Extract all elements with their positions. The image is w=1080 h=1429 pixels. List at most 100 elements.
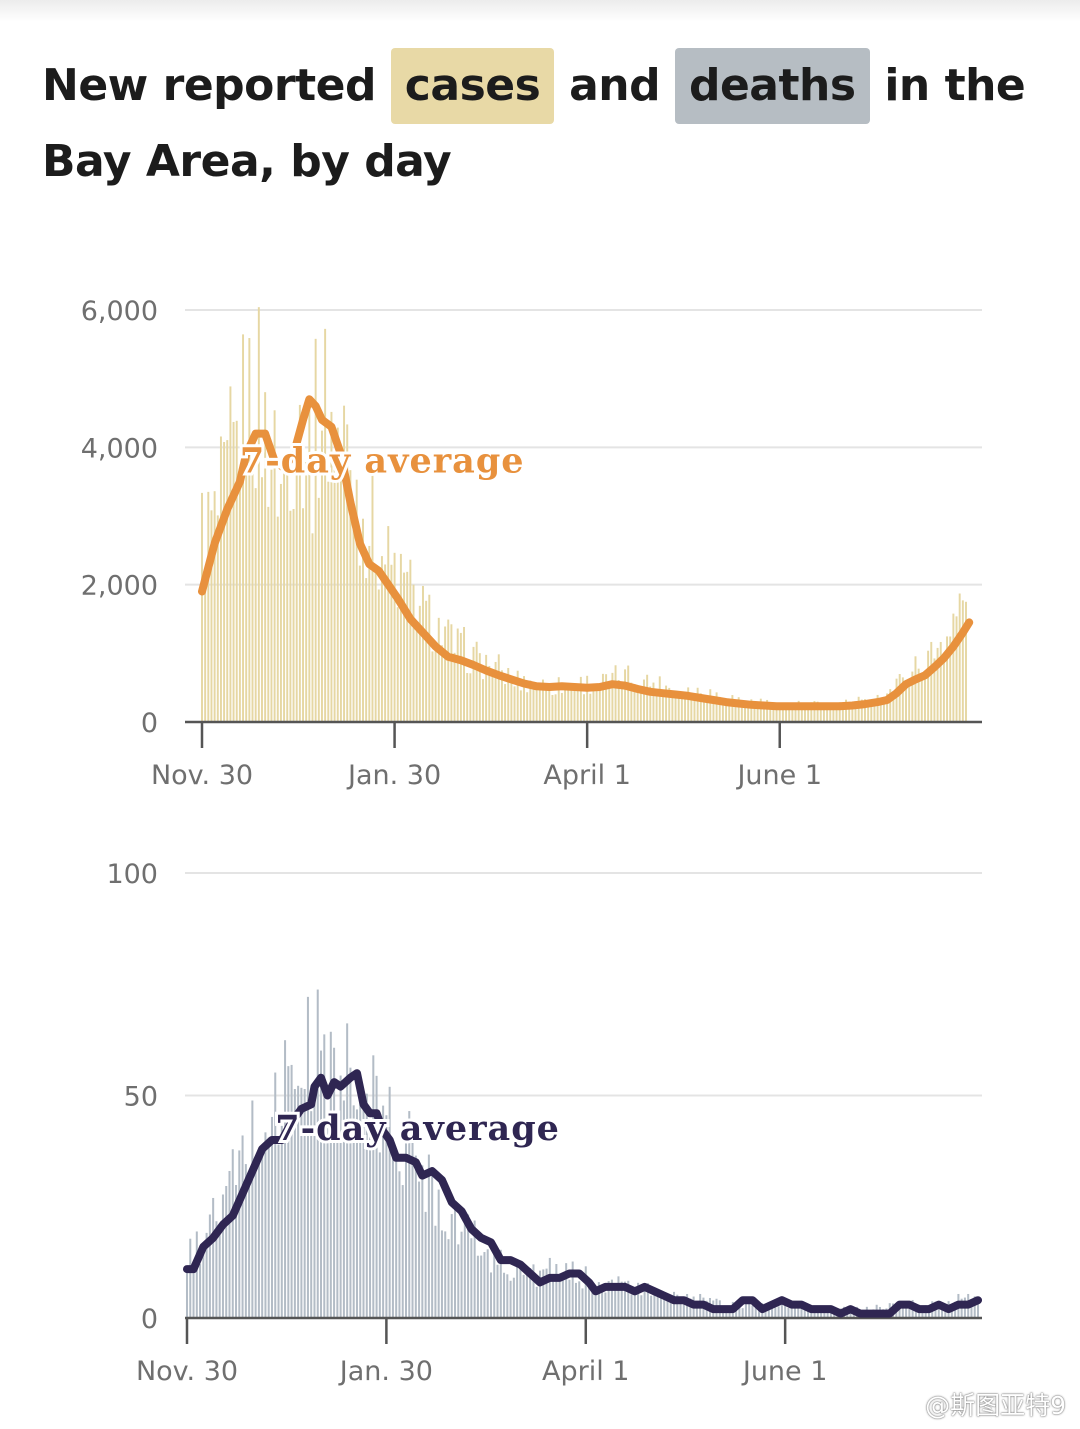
deaths-daily-bar [565,1263,568,1318]
cases-daily-bar [882,700,885,722]
deaths-daily-bars [185,989,980,1318]
cases-daily-bar [860,699,863,722]
cases-daily-bar [564,684,567,722]
deaths-daily-bar [738,1306,741,1318]
cases-daily-bar [444,626,447,722]
cases-daily-bar [273,410,276,722]
cases-daily-bar [652,682,655,722]
cases-daily-bar [440,645,443,722]
deaths-daily-bar [601,1288,604,1318]
cases-daily-bar [579,676,582,722]
deaths-daily-bar [205,1232,208,1318]
cases-daily-bar [368,545,371,722]
deaths-daily-bar [970,1301,973,1318]
cases-daily-bar [952,613,955,722]
deaths-daily-bar [901,1305,904,1318]
deaths-daily-bar [199,1263,202,1318]
cases-daily-bar [955,616,958,722]
deaths-daily-bar [270,1116,273,1318]
cases-daily-bar [576,686,579,722]
cases-daily-bar [661,696,664,722]
deaths-daily-bar [754,1307,757,1318]
cases-daily-bar [936,647,939,722]
deaths-daily-bar [849,1309,852,1318]
cases-daily-bar [365,578,368,722]
deaths-x-tick-label: Jan. 30 [338,1356,433,1387]
deaths-daily-bar [741,1308,744,1318]
deaths-daily-bar [189,1238,192,1318]
cases-daily-bar [235,420,238,722]
cases-daily-bar [680,692,683,722]
cases-daily-bar [447,619,450,722]
deaths-daily-bar [244,1164,247,1318]
cases-daily-bar [289,510,292,722]
deaths-daily-bar [532,1264,535,1318]
deaths-daily-bar [293,1089,296,1318]
deaths-daily-bar [623,1281,627,1318]
deaths-daily-bar [408,1111,411,1318]
deaths-daily-bar [614,1286,617,1318]
deaths-x-tick-label: April 1 [542,1356,629,1387]
deaths-daily-bar [349,1067,352,1318]
cases-daily-bar [715,692,718,722]
deaths-daily-bar [493,1242,496,1318]
deaths-daily-bar [620,1281,623,1318]
headline-part-1: New reported [42,60,391,111]
deaths-daily-bar [362,1094,365,1318]
cases-daily-bar [750,699,753,722]
deaths-daily-bar [489,1272,492,1318]
cases-daily-bar [377,589,380,722]
deaths-7-day-average-line [183,1069,982,1318]
cases-daily-bar [324,328,327,722]
cases-daily-bar [819,704,822,722]
deaths-daily-bar [202,1250,205,1318]
deaths-daily-bar [656,1290,659,1318]
cases-daily-bar [668,687,671,722]
deaths-daily-bar [807,1311,810,1318]
cases-daily-bar [813,701,816,722]
cases-daily-bar [598,685,601,722]
cases-daily-bar [557,677,560,722]
deaths-daily-bar [378,1152,381,1318]
cases-daily-bar [734,700,737,722]
cases-daily-bar [914,656,917,722]
headline-part-2: and [554,60,675,111]
cases-daily-bar [933,658,936,722]
cases-daily-bar [690,695,693,722]
cases-daily-bar [422,585,424,722]
cases-daily-bar [406,571,409,722]
cases-daily-bar [630,682,633,722]
cases-daily-bar [706,699,709,722]
deaths-daily-bar [277,1144,280,1318]
cases-daily-bar [946,636,949,722]
deaths-daily-bar [398,1171,401,1318]
deaths-daily-bar [231,1149,234,1318]
cases-daily-bar [643,679,645,722]
cases-daily-bar [336,427,339,722]
cases-daily-bar [456,628,459,722]
deaths-daily-bar [669,1296,672,1318]
cases-daily-bar [497,654,500,722]
cases-daily-bar [415,627,418,722]
deaths-daily-bar [326,1128,329,1318]
deaths-daily-bar [463,1222,466,1318]
cases-daily-bar [930,641,933,722]
top-shade [0,0,1080,22]
deaths-daily-bar [803,1309,806,1318]
cases-daily-bar [901,677,904,722]
cases-daily-bar [207,491,210,722]
cases-daily-bar [204,574,207,722]
cases-daily-bar [721,701,724,722]
deaths-daily-bar [467,1214,470,1318]
deaths-daily-bar [820,1311,823,1318]
deaths-daily-bar [418,1181,421,1318]
cases-daily-bar [712,698,715,722]
cases-daily-bar [545,684,548,722]
deaths-daily-bar [313,1093,316,1318]
deaths-daily-bar [689,1298,692,1318]
deaths-daily-bar [329,1031,332,1318]
deaths-daily-bar [382,1105,385,1318]
cases-daily-bar [911,671,914,722]
deaths-daily-bar [538,1270,542,1318]
deaths-daily-bar [578,1281,581,1318]
